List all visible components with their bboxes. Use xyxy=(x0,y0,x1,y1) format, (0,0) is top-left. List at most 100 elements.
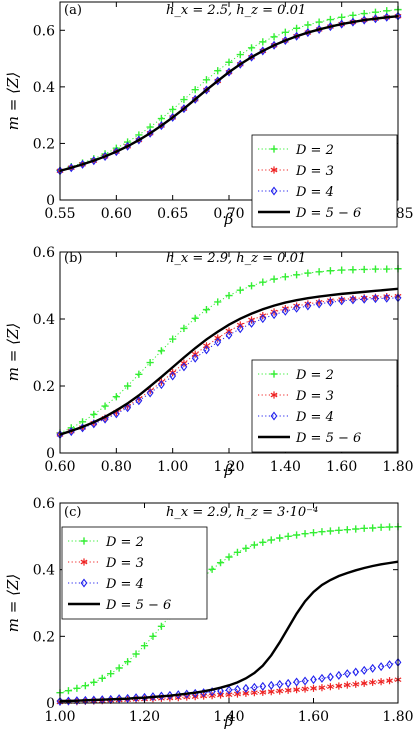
x-tick-label: 0.60 xyxy=(44,459,75,475)
y-tick-label: 0.2 xyxy=(33,379,55,395)
data-point xyxy=(242,689,250,697)
data-point xyxy=(327,672,334,682)
legend-label: D = 3 xyxy=(295,164,334,179)
legend-marker xyxy=(270,411,278,421)
y-tick-label: 0.4 xyxy=(33,563,55,579)
x-tick-label: 1.40 xyxy=(270,459,301,475)
legend-item: D = 3 xyxy=(68,556,144,571)
data-point xyxy=(326,267,334,275)
data-point xyxy=(169,371,177,381)
legend-item: D = 3 xyxy=(258,389,334,404)
data-point xyxy=(225,553,233,561)
data-point xyxy=(149,632,157,640)
data-point xyxy=(326,527,334,535)
data-point xyxy=(293,303,300,313)
legend-item: D = 2 xyxy=(258,143,334,158)
legend-label: D = 2 xyxy=(295,368,334,383)
data-point xyxy=(217,686,224,696)
data-point xyxy=(360,679,368,687)
data-point xyxy=(276,534,284,542)
data-point xyxy=(158,691,165,701)
data-point xyxy=(293,531,301,539)
data-point xyxy=(107,670,115,678)
data-point xyxy=(236,324,244,334)
data-point xyxy=(349,295,357,305)
data-point xyxy=(157,347,165,355)
legend: D = 2 D = 3 D = 4 D = 5 − 6 xyxy=(251,134,398,228)
data-point xyxy=(369,663,377,673)
x-tick-label: 0.80 xyxy=(101,459,132,475)
legend-label: D = 2 xyxy=(295,143,334,158)
data-point xyxy=(191,314,199,322)
data-point xyxy=(259,38,267,46)
y-axis-label: m = ⟨Z⟩ xyxy=(4,574,22,632)
y-axis-label: m = ⟨Z⟩ xyxy=(4,72,22,130)
legend-label: D = 4 xyxy=(295,185,334,200)
x-tick-label: 0.60 xyxy=(101,206,132,222)
y-tick-label: 0.2 xyxy=(33,136,55,152)
data-point xyxy=(112,393,120,401)
legend-label: D = 4 xyxy=(295,410,334,425)
y-tick-label: 0 xyxy=(46,696,55,712)
data-point xyxy=(124,693,131,703)
panel-tag: (a) xyxy=(64,3,82,18)
data-point xyxy=(270,275,278,283)
data-point xyxy=(360,265,368,274)
data-point xyxy=(386,660,393,670)
data-point xyxy=(301,530,309,538)
data-point xyxy=(352,667,360,677)
data-point xyxy=(216,559,225,567)
legend-label: D = 3 xyxy=(105,556,144,571)
data-point xyxy=(140,642,149,650)
legend-label: D = 2 xyxy=(105,535,144,550)
series-line xyxy=(59,14,399,173)
x-tick-label: 1.00 xyxy=(44,709,75,725)
data-point xyxy=(304,301,312,311)
data-point xyxy=(166,690,174,700)
data-point xyxy=(157,622,165,630)
data-point xyxy=(115,664,123,672)
data-point xyxy=(315,299,323,309)
x-tick-label: 1.80 xyxy=(382,459,413,475)
panel-a: 0.550.600.650.700.750.800.8500.20.40.6βm… xyxy=(4,1,414,228)
x-axis-label: β xyxy=(224,712,234,730)
legend-item: D = 5 − 6 xyxy=(258,206,361,221)
data-point xyxy=(157,114,165,123)
legend-item: D = 4 xyxy=(258,410,334,425)
legend-marker xyxy=(270,145,278,153)
y-tick-label: 0.6 xyxy=(33,245,55,261)
legend-label: D = 5 − 6 xyxy=(295,206,361,221)
data-point xyxy=(270,310,278,320)
y-tick-label: 0.4 xyxy=(33,312,55,328)
data-point xyxy=(310,675,317,685)
legend-item: D = 3 xyxy=(258,164,334,179)
data-point xyxy=(203,345,210,355)
data-point xyxy=(386,677,393,685)
data-point xyxy=(135,370,143,378)
legend-marker xyxy=(270,186,278,196)
x-tick-label: 1.60 xyxy=(326,459,357,475)
data-point xyxy=(372,294,379,304)
data-point xyxy=(135,396,143,406)
data-point xyxy=(149,692,157,702)
data-point xyxy=(327,297,334,307)
data-point xyxy=(259,681,267,691)
x-tick-label: 1.20 xyxy=(129,709,160,725)
data-point xyxy=(234,690,241,698)
y-tick-label: 0.4 xyxy=(33,80,55,96)
data-point xyxy=(309,529,318,537)
legend-marker xyxy=(270,391,278,399)
legend-item: D = 2 xyxy=(68,535,144,550)
data-point xyxy=(377,678,385,686)
data-point xyxy=(304,269,312,277)
panel-c: 1.00 1.20 1.40 1.60 1.80 0 0.2 0.4 0.6 β m = ⟨Z⟩ (c… xyxy=(4,496,414,730)
legend-box xyxy=(61,526,208,620)
data-point xyxy=(124,658,132,666)
data-point xyxy=(225,330,233,340)
data-point xyxy=(90,678,98,686)
legend-label: D = 3 xyxy=(295,389,334,404)
data-point xyxy=(180,324,188,332)
x-tick-label: 1.40 xyxy=(213,709,244,725)
data-point xyxy=(284,678,292,688)
